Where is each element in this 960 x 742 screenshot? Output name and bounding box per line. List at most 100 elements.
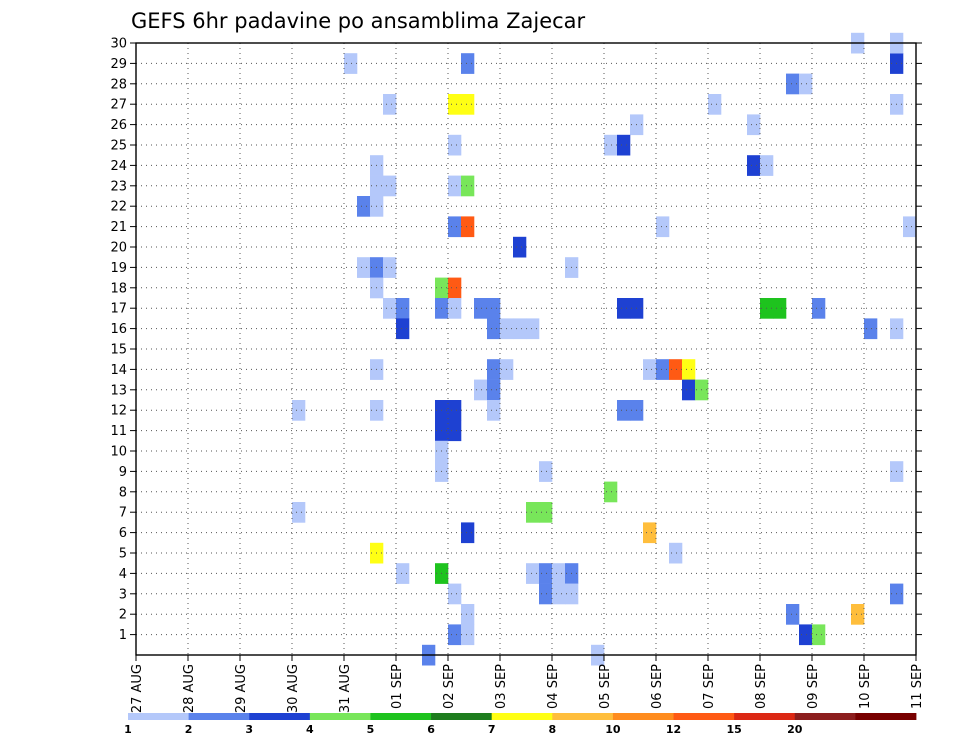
chart-title: GEFS 6hr padavine po ansamblima Zajecar bbox=[131, 9, 586, 33]
precip-cell bbox=[383, 298, 397, 319]
y-tick-label: 13 bbox=[110, 383, 127, 398]
y-tick-label: 8 bbox=[119, 485, 127, 500]
x-tick-label: 01 SEP bbox=[390, 664, 405, 709]
precip-cell bbox=[747, 114, 761, 136]
precip-cell bbox=[539, 502, 553, 523]
precip-cell bbox=[461, 604, 475, 625]
y-tick-label: 7 bbox=[119, 506, 127, 521]
colorbar-swatch bbox=[309, 713, 371, 720]
colorbar-swatch bbox=[188, 713, 250, 720]
precip-cell bbox=[552, 563, 566, 584]
precip-cell bbox=[539, 563, 553, 584]
y-tick-label: 23 bbox=[110, 179, 127, 194]
precip-cell bbox=[513, 318, 527, 340]
precip-cell bbox=[396, 318, 410, 340]
precip-cell bbox=[799, 624, 813, 646]
y-tick-label: 4 bbox=[119, 567, 127, 582]
precip-cell bbox=[344, 53, 358, 74]
precip-cell bbox=[396, 298, 410, 319]
colorbar-swatch bbox=[431, 713, 493, 720]
precip-cell bbox=[487, 359, 501, 380]
precip-cell bbox=[292, 502, 306, 523]
precip-cell bbox=[357, 257, 371, 278]
y-axis: 1234567891011121314151617181920212223242… bbox=[110, 37, 922, 643]
precip-cell bbox=[643, 522, 657, 544]
y-tick-label: 17 bbox=[110, 302, 127, 317]
precip-cell bbox=[747, 155, 761, 176]
precip-cell bbox=[448, 94, 462, 115]
gridlines bbox=[136, 43, 916, 655]
colorbar-swatch bbox=[249, 713, 311, 720]
x-tick-label: 07 SEP bbox=[702, 664, 717, 709]
colorbar-tick-label: 4 bbox=[306, 723, 314, 736]
colorbar-swatch bbox=[673, 713, 735, 720]
precip-cell bbox=[669, 359, 683, 380]
y-tick-label: 12 bbox=[110, 404, 127, 419]
x-tick-label: 08 SEP bbox=[754, 664, 769, 709]
colorbar-swatch bbox=[612, 713, 674, 720]
precip-cell bbox=[513, 236, 527, 258]
y-tick-label: 5 bbox=[119, 547, 127, 562]
y-tick-label: 10 bbox=[110, 445, 127, 460]
y-tick-label: 20 bbox=[110, 241, 127, 256]
precip-cell bbox=[604, 481, 618, 503]
precip-cell bbox=[448, 298, 462, 319]
x-tick-label: 05 SEP bbox=[598, 664, 613, 709]
x-tick-label: 10 SEP bbox=[858, 664, 873, 709]
x-tick-label: 30 AUG bbox=[286, 664, 301, 713]
precip-cell bbox=[526, 563, 540, 584]
precip-cell bbox=[552, 583, 566, 605]
x-tick-label: 04 SEP bbox=[546, 664, 561, 709]
precip-cell bbox=[708, 94, 722, 115]
precip-cell bbox=[539, 461, 553, 482]
colorbar-tick-label: 20 bbox=[787, 723, 803, 736]
colorbar-swatch bbox=[794, 713, 856, 720]
y-tick-label: 21 bbox=[110, 220, 127, 235]
x-tick-label: 11 SEP bbox=[910, 664, 925, 709]
y-tick-label: 9 bbox=[119, 465, 127, 480]
ensemble-cells bbox=[292, 32, 917, 666]
precip-cell bbox=[799, 73, 813, 95]
precip-cell bbox=[812, 624, 826, 646]
y-tick-label: 3 bbox=[119, 587, 127, 602]
y-tick-label: 14 bbox=[110, 363, 127, 378]
precip-cell bbox=[539, 583, 553, 605]
precip-cell bbox=[461, 624, 475, 646]
precip-cell bbox=[487, 400, 501, 421]
precip-cell bbox=[461, 94, 475, 115]
precip-cell bbox=[864, 318, 878, 340]
precip-cell bbox=[383, 175, 397, 197]
precip-cell bbox=[448, 277, 462, 299]
colorbar-tick-label: 2 bbox=[185, 723, 193, 736]
colorbar-tick-label: 3 bbox=[245, 723, 253, 736]
precip-cell bbox=[851, 604, 865, 625]
colorbar-tick-label: 10 bbox=[605, 723, 621, 736]
precip-cell bbox=[448, 175, 462, 197]
y-tick-label: 2 bbox=[119, 608, 127, 623]
precip-cell bbox=[487, 379, 501, 401]
x-tick-label: 27 AUG bbox=[130, 664, 145, 713]
precip-cell bbox=[461, 175, 475, 197]
y-tick-label: 19 bbox=[110, 261, 127, 276]
precip-cell bbox=[643, 359, 657, 380]
y-tick-label: 29 bbox=[110, 57, 127, 72]
precip-cell bbox=[656, 216, 670, 238]
y-tick-label: 25 bbox=[110, 139, 127, 154]
precip-cell bbox=[786, 73, 800, 95]
precip-cell bbox=[526, 502, 540, 523]
precip-cell bbox=[526, 318, 540, 340]
y-tick-label: 27 bbox=[110, 98, 127, 113]
colorbar-swatch bbox=[370, 713, 432, 720]
x-tick-label: 03 SEP bbox=[494, 664, 509, 709]
precip-cell bbox=[383, 257, 397, 278]
precip-cell bbox=[396, 563, 410, 584]
precip-cell bbox=[448, 624, 462, 646]
y-tick-label: 15 bbox=[110, 343, 127, 358]
x-tick-label: 06 SEP bbox=[650, 664, 665, 709]
x-tick-label: 31 AUG bbox=[338, 664, 353, 713]
precip-cell bbox=[682, 379, 696, 401]
precip-cell bbox=[448, 420, 462, 442]
precip-cell bbox=[461, 53, 475, 74]
y-tick-label: 18 bbox=[110, 281, 127, 296]
